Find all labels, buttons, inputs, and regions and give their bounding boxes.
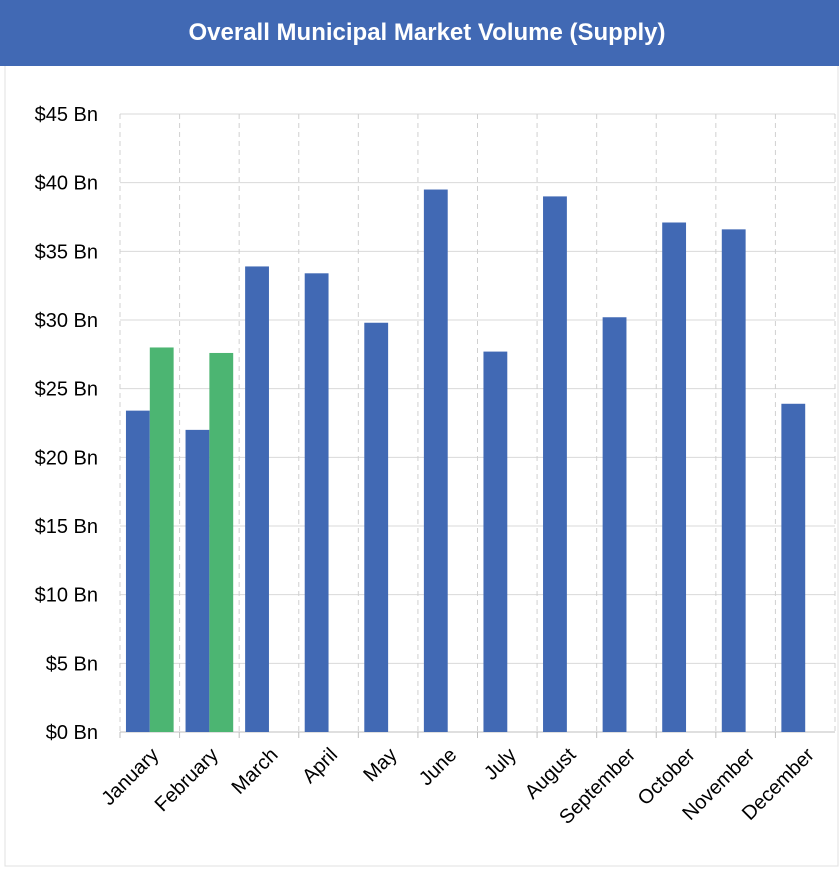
bar [483, 351, 508, 732]
bar [602, 317, 627, 732]
bar [543, 196, 567, 732]
bar [721, 229, 746, 733]
bar [149, 347, 174, 732]
y-tick-label: $10 Bn [35, 585, 98, 607]
bar [245, 266, 269, 732]
bar [781, 403, 806, 732]
bar [304, 273, 329, 732]
y-tick-label: $15 Bn [35, 516, 98, 538]
y-tick-label: $30 Bn [35, 310, 98, 332]
title-bar [0, 0, 839, 66]
y-tick-label: $45 Bn [35, 104, 98, 126]
bar [662, 222, 687, 732]
bar [209, 352, 234, 732]
y-tick-label: $20 Bn [35, 447, 98, 469]
bar [185, 429, 210, 732]
bar [125, 410, 150, 732]
y-tick-label: $0 Bn [46, 722, 98, 744]
y-tick-label: $5 Bn [46, 653, 98, 675]
y-tick-label: $40 Bn [35, 173, 98, 195]
bar [423, 189, 448, 733]
y-tick-label: $25 Bn [35, 379, 98, 401]
chart-title: Overall Municipal Market Volume (Supply) [189, 19, 666, 46]
y-tick-label: $35 Bn [35, 241, 98, 263]
bar [364, 322, 389, 732]
